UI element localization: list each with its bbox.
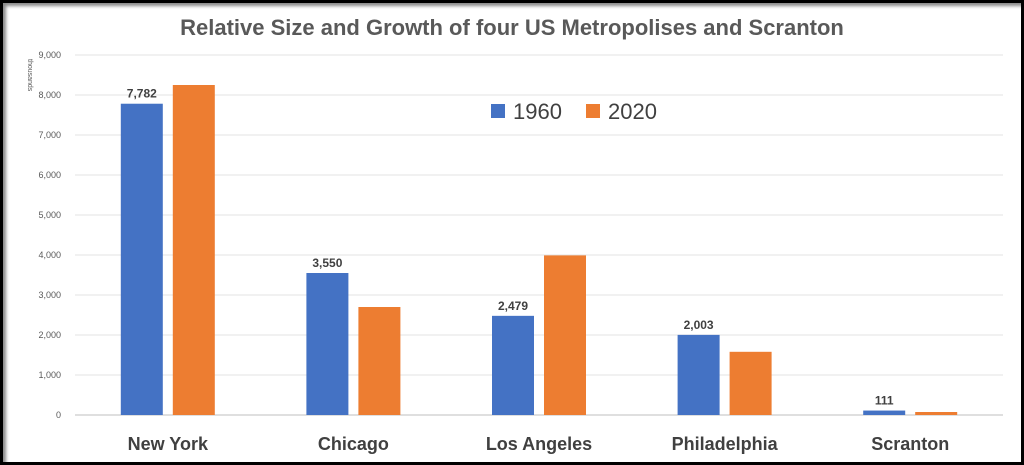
bar-2020-new-york (172, 85, 215, 415)
data-label: 2,003 (684, 318, 714, 332)
y-axis-label: thousands (26, 59, 33, 92)
y-tick-label: 8,000 (38, 90, 61, 100)
x-tick-label: New York (128, 434, 209, 454)
y-axis-label-text: thousands (26, 59, 33, 92)
data-label: 111 (875, 394, 894, 408)
bar-2020-scranton (915, 412, 958, 415)
bar-2020-los-angeles (544, 255, 586, 415)
bar-2020-chicago (358, 307, 401, 415)
bar-1960-scranton (863, 410, 906, 415)
legend: 1960 2020 (491, 99, 657, 124)
bar-2020-philadelphia (729, 351, 772, 415)
y-axis-ticks: 0 1,000 2,000 3,000 4,000 5,000 6,000 7,000 8,00… (38, 50, 61, 420)
x-tick-label: Scranton (871, 434, 949, 454)
y-tick-label: 3,000 (38, 290, 61, 300)
y-tick-label: 2,000 (38, 330, 61, 340)
bar-1960-chicago (306, 273, 349, 415)
bar-1960-los-angeles (492, 315, 534, 415)
data-label: 7,782 (127, 87, 157, 101)
legend-label-1960: 1960 (513, 99, 562, 124)
data-labels: 7,782 3,550 2,479 2,003 111 (127, 87, 894, 408)
legend-label-2020: 2020 (608, 99, 657, 124)
y-tick-label: 4,000 (38, 250, 61, 260)
data-label: 2,479 (498, 299, 528, 313)
legend-swatch-2020 (586, 104, 600, 118)
y-tick-label: 1,000 (38, 370, 61, 380)
y-tick-label: 0 (56, 410, 61, 420)
x-tick-label: Los Angeles (486, 434, 592, 454)
x-tick-label: Philadelphia (672, 434, 779, 454)
y-tick-label: 7,000 (38, 130, 61, 140)
x-tick-label: Chicago (318, 434, 389, 454)
gridlines (75, 54, 1003, 416)
legend-swatch-1960 (491, 104, 505, 118)
x-axis-ticks: New York Chicago Los Angeles Philadelphia Sc… (128, 434, 950, 454)
bar-chart: Relative Size and Growth of four US Metr… (26, 15, 1003, 454)
bar-1960-new-york (120, 103, 163, 415)
chart-title: Relative Size and Growth of four US Metr… (180, 15, 844, 40)
data-label: 3,550 (312, 256, 342, 270)
bar-1960-philadelphia (677, 334, 720, 415)
bars (120, 85, 958, 415)
y-tick-label: 6,000 (38, 170, 61, 180)
y-tick-label: 5,000 (38, 210, 61, 220)
y-tick-label: 9,000 (38, 50, 61, 60)
